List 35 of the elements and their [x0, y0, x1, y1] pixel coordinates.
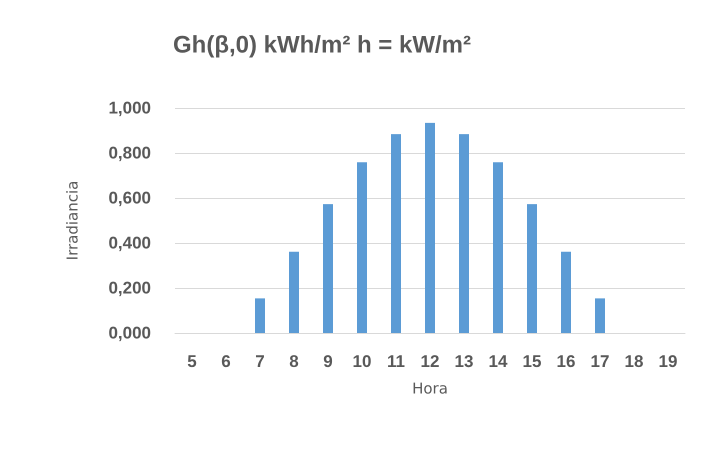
y-tick-label: 1,000 — [108, 98, 151, 118]
bar — [289, 252, 299, 333]
bar — [459, 134, 469, 333]
bar — [391, 134, 401, 333]
x-tick-label: 16 — [556, 352, 576, 371]
y-axis-title: Irradiancia — [64, 180, 82, 260]
x-axis-title: Hora — [412, 380, 448, 398]
x-tick-label: 18 — [624, 352, 644, 371]
x-tick-label: 5 — [187, 352, 197, 371]
bar — [357, 162, 367, 333]
y-tick-label: 0,400 — [108, 234, 151, 252]
bar — [425, 122, 435, 333]
y-tick-label: 0,800 — [108, 144, 151, 162]
x-tick-label: 13 — [454, 352, 474, 371]
bar — [255, 298, 265, 333]
bar — [323, 204, 333, 333]
x-tick-label: 6 — [221, 352, 231, 371]
x-tick-label: 10 — [352, 352, 372, 371]
x-tick-label: 8 — [289, 352, 299, 371]
chart-title: Gh(β,0) kWh/m² h = kW/m² — [173, 32, 471, 58]
x-tick-label: 11 — [387, 352, 405, 371]
x-tick-label: 7 — [255, 352, 265, 371]
bar — [527, 204, 537, 333]
x-tick-label: 17 — [590, 352, 610, 371]
x-tick-label: 15 — [522, 352, 542, 371]
bar — [561, 252, 571, 333]
bar — [493, 162, 503, 333]
x-tick-label: 12 — [420, 352, 440, 371]
y-tick-label: 0,600 — [108, 188, 151, 208]
x-tick-label: 9 — [323, 352, 333, 371]
x-tick-label: 14 — [488, 352, 508, 371]
y-tick-label: 0,200 — [108, 278, 151, 298]
x-tick-label: 19 — [658, 352, 678, 371]
bar — [595, 298, 605, 333]
y-tick-label: 0,000 — [108, 324, 151, 342]
